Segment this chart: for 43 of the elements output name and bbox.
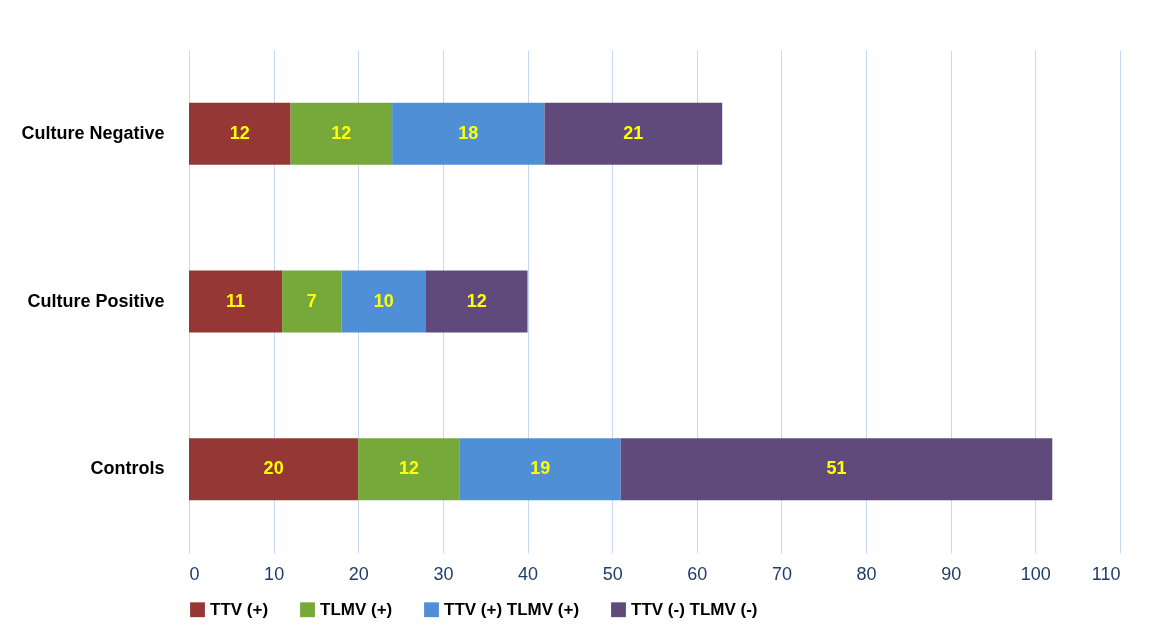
x-tick-label: 70 — [771, 563, 792, 584]
bar — [425, 270, 528, 333]
x-tick-label: 50 — [602, 563, 623, 584]
legend-label: TTV (-) TLMV (-) — [631, 599, 758, 619]
x-tick-label: 10 — [264, 563, 285, 584]
y-tick-label: Culture Positive — [27, 290, 165, 311]
bar — [189, 438, 359, 501]
data-label: 11 — [226, 290, 246, 311]
x-tick-label: 40 — [518, 563, 539, 584]
x-tick-label: 100 — [1020, 563, 1051, 584]
data-label: 20 — [263, 458, 284, 479]
x-tick-label: 80 — [856, 563, 877, 584]
bar — [392, 102, 545, 165]
legend-label: TLMV (+) — [320, 599, 393, 619]
x-tick-label: 90 — [941, 563, 962, 584]
data-label: 12 — [331, 122, 352, 143]
bar — [341, 270, 426, 333]
y-tick-label: Culture Negative — [21, 122, 165, 143]
data-label: 10 — [373, 290, 394, 311]
data-label: 12 — [399, 458, 420, 479]
data-label: 18 — [458, 122, 479, 143]
legend-label: TTV (+) TLMV (+) — [444, 599, 580, 619]
x-tick-label: 60 — [687, 563, 708, 584]
data-label: 7 — [306, 290, 317, 311]
data-label: 19 — [530, 458, 551, 479]
data-label: 12 — [229, 122, 250, 143]
legend-label: TTV (+) — [210, 599, 269, 619]
bar — [189, 102, 291, 165]
data-label: 51 — [826, 458, 847, 479]
data-label: 21 — [623, 122, 644, 143]
x-tick-label: 0 — [189, 563, 200, 584]
data-label: 12 — [466, 290, 487, 311]
bar — [544, 102, 723, 165]
x-tick-label: 20 — [348, 563, 369, 584]
x-tick-label: 30 — [433, 563, 454, 584]
bar — [459, 438, 621, 501]
bar — [282, 270, 342, 333]
bar — [290, 102, 393, 165]
bar — [358, 438, 460, 501]
x-tick-label: 110 — [1091, 563, 1121, 584]
bar — [189, 270, 283, 333]
bar — [620, 438, 1053, 501]
y-tick-label: Controls — [90, 458, 165, 479]
